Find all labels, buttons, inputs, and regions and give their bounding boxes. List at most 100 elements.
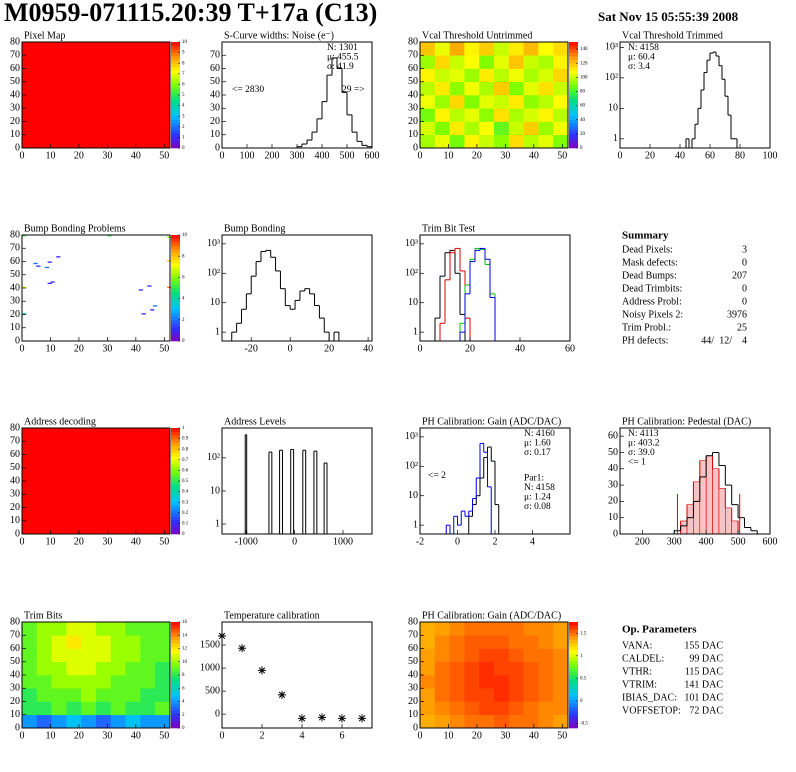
x-tick-label: 200	[635, 536, 650, 547]
heatmap-cell	[494, 701, 510, 716]
palette-tick-label: 6	[182, 686, 185, 691]
heatmap-cell	[420, 661, 436, 676]
y-tick-label: 0	[15, 528, 20, 539]
x-tick-label: 50	[557, 730, 567, 741]
heatmap-cell	[66, 661, 82, 676]
y-tick-label: 10	[408, 297, 418, 308]
summary-value: 44/	[701, 335, 714, 346]
palette-step	[171, 256, 180, 261]
heatmap-cell	[140, 648, 156, 663]
heatmap-cell	[50, 281, 55, 283]
palette-step	[171, 442, 180, 446]
heatmap-cell	[36, 635, 52, 649]
palette-step	[569, 95, 578, 99]
scatter-point	[278, 690, 286, 699]
palette-step	[171, 438, 180, 443]
heatmap-cell	[523, 68, 539, 83]
palette-step	[171, 689, 180, 693]
x-tick-label: 20	[645, 150, 655, 161]
hist-bar	[718, 488, 726, 535]
palette-step	[171, 639, 180, 644]
heatmap-cell	[553, 42, 569, 56]
palette-step	[569, 675, 578, 679]
heatmap-cell	[508, 42, 524, 56]
op-label: CALDEL:	[622, 653, 664, 664]
palette-tick-label: 0.2	[182, 511, 189, 516]
heatmap-cell	[449, 81, 465, 96]
heatmap-cell	[140, 635, 156, 649]
palette-step	[171, 249, 180, 253]
palette-tick-label: 0	[182, 339, 185, 344]
scatter-point	[358, 714, 366, 723]
heatmap-cell	[125, 661, 141, 676]
y-tick-label: 20	[408, 116, 418, 127]
stats-line: σ: 0.17	[524, 448, 551, 458]
heatmap-cell	[155, 675, 171, 689]
palette-step	[569, 70, 578, 75]
palette-tick-label: 0.6	[182, 469, 189, 474]
palette-tick-label: 0	[182, 146, 185, 151]
heatmap-cell	[420, 635, 436, 649]
palette-step	[569, 119, 578, 124]
palette-tick-label: 0.5	[182, 479, 189, 484]
heatmap-cell	[494, 648, 510, 663]
heatmap-cell	[553, 622, 569, 636]
palette-step	[171, 288, 180, 292]
palette-step	[171, 245, 180, 250]
y-tick-label: 40	[10, 669, 20, 680]
palette-step	[171, 130, 180, 135]
x-tick-label: 300	[290, 150, 305, 161]
palette-step	[171, 713, 180, 718]
palette-step	[171, 319, 180, 324]
heatmap-cell	[449, 68, 465, 83]
palette-step	[171, 678, 180, 683]
palette-step	[171, 277, 180, 282]
palette-step	[171, 140, 180, 145]
heatmap-cell	[494, 661, 510, 676]
heatmap-cell	[464, 701, 480, 716]
heatmap-cell	[140, 701, 156, 716]
stats-line: σ: 39.0	[628, 448, 655, 458]
stats-line: σ: 0.08	[524, 502, 551, 512]
palette-step	[171, 302, 180, 306]
x-tick-label: 10	[443, 150, 453, 161]
palette-step	[171, 523, 180, 528]
y-tick-label: 70	[210, 50, 220, 61]
y-tick-label: 50	[10, 269, 20, 280]
palette-tick-label: 0	[182, 532, 185, 537]
palette-tick-label: 0.7	[182, 458, 189, 463]
heatmap-cell	[479, 648, 495, 663]
y-tick-label: 30	[608, 479, 618, 490]
palette-step	[171, 305, 180, 310]
summary-label: Trim Probl.:	[622, 322, 671, 333]
summary-label: Mask defects:	[622, 257, 678, 268]
heatmap-cell	[110, 661, 126, 676]
chart-title: PH Calibration: Gain (ADC/DAC)	[422, 416, 561, 427]
palette-tick-label: 20	[580, 132, 586, 137]
x-tick-label: 50	[159, 730, 169, 741]
heatmap-cell	[434, 675, 450, 689]
scatter-point	[338, 714, 346, 723]
heatmap-cell	[464, 68, 480, 83]
heatmap-cell	[22, 428, 171, 535]
stats-line: σ: 41.9	[327, 62, 354, 72]
heatmap-cell	[538, 81, 554, 96]
x-tick-label: 20	[465, 343, 475, 354]
y-tick-label: 30	[10, 683, 20, 694]
heatmap-cell	[508, 675, 524, 689]
x-tick-label: 0	[220, 150, 225, 161]
heatmap-cell	[434, 648, 450, 663]
palette-step	[569, 671, 578, 676]
y-tick-label: 60	[10, 449, 20, 460]
palette-step	[171, 273, 180, 278]
palette-step	[171, 49, 180, 53]
y-tick-label: 50	[10, 462, 20, 473]
heatmap-cell	[553, 121, 569, 136]
heatmap-cell	[420, 714, 436, 729]
heatmap-cell	[420, 622, 436, 636]
palette-step	[569, 682, 578, 686]
palette-tick-label: 140	[580, 47, 588, 52]
heatmap-cell	[152, 305, 158, 307]
palette-step	[171, 724, 180, 729]
heatmap-cell	[155, 635, 171, 649]
